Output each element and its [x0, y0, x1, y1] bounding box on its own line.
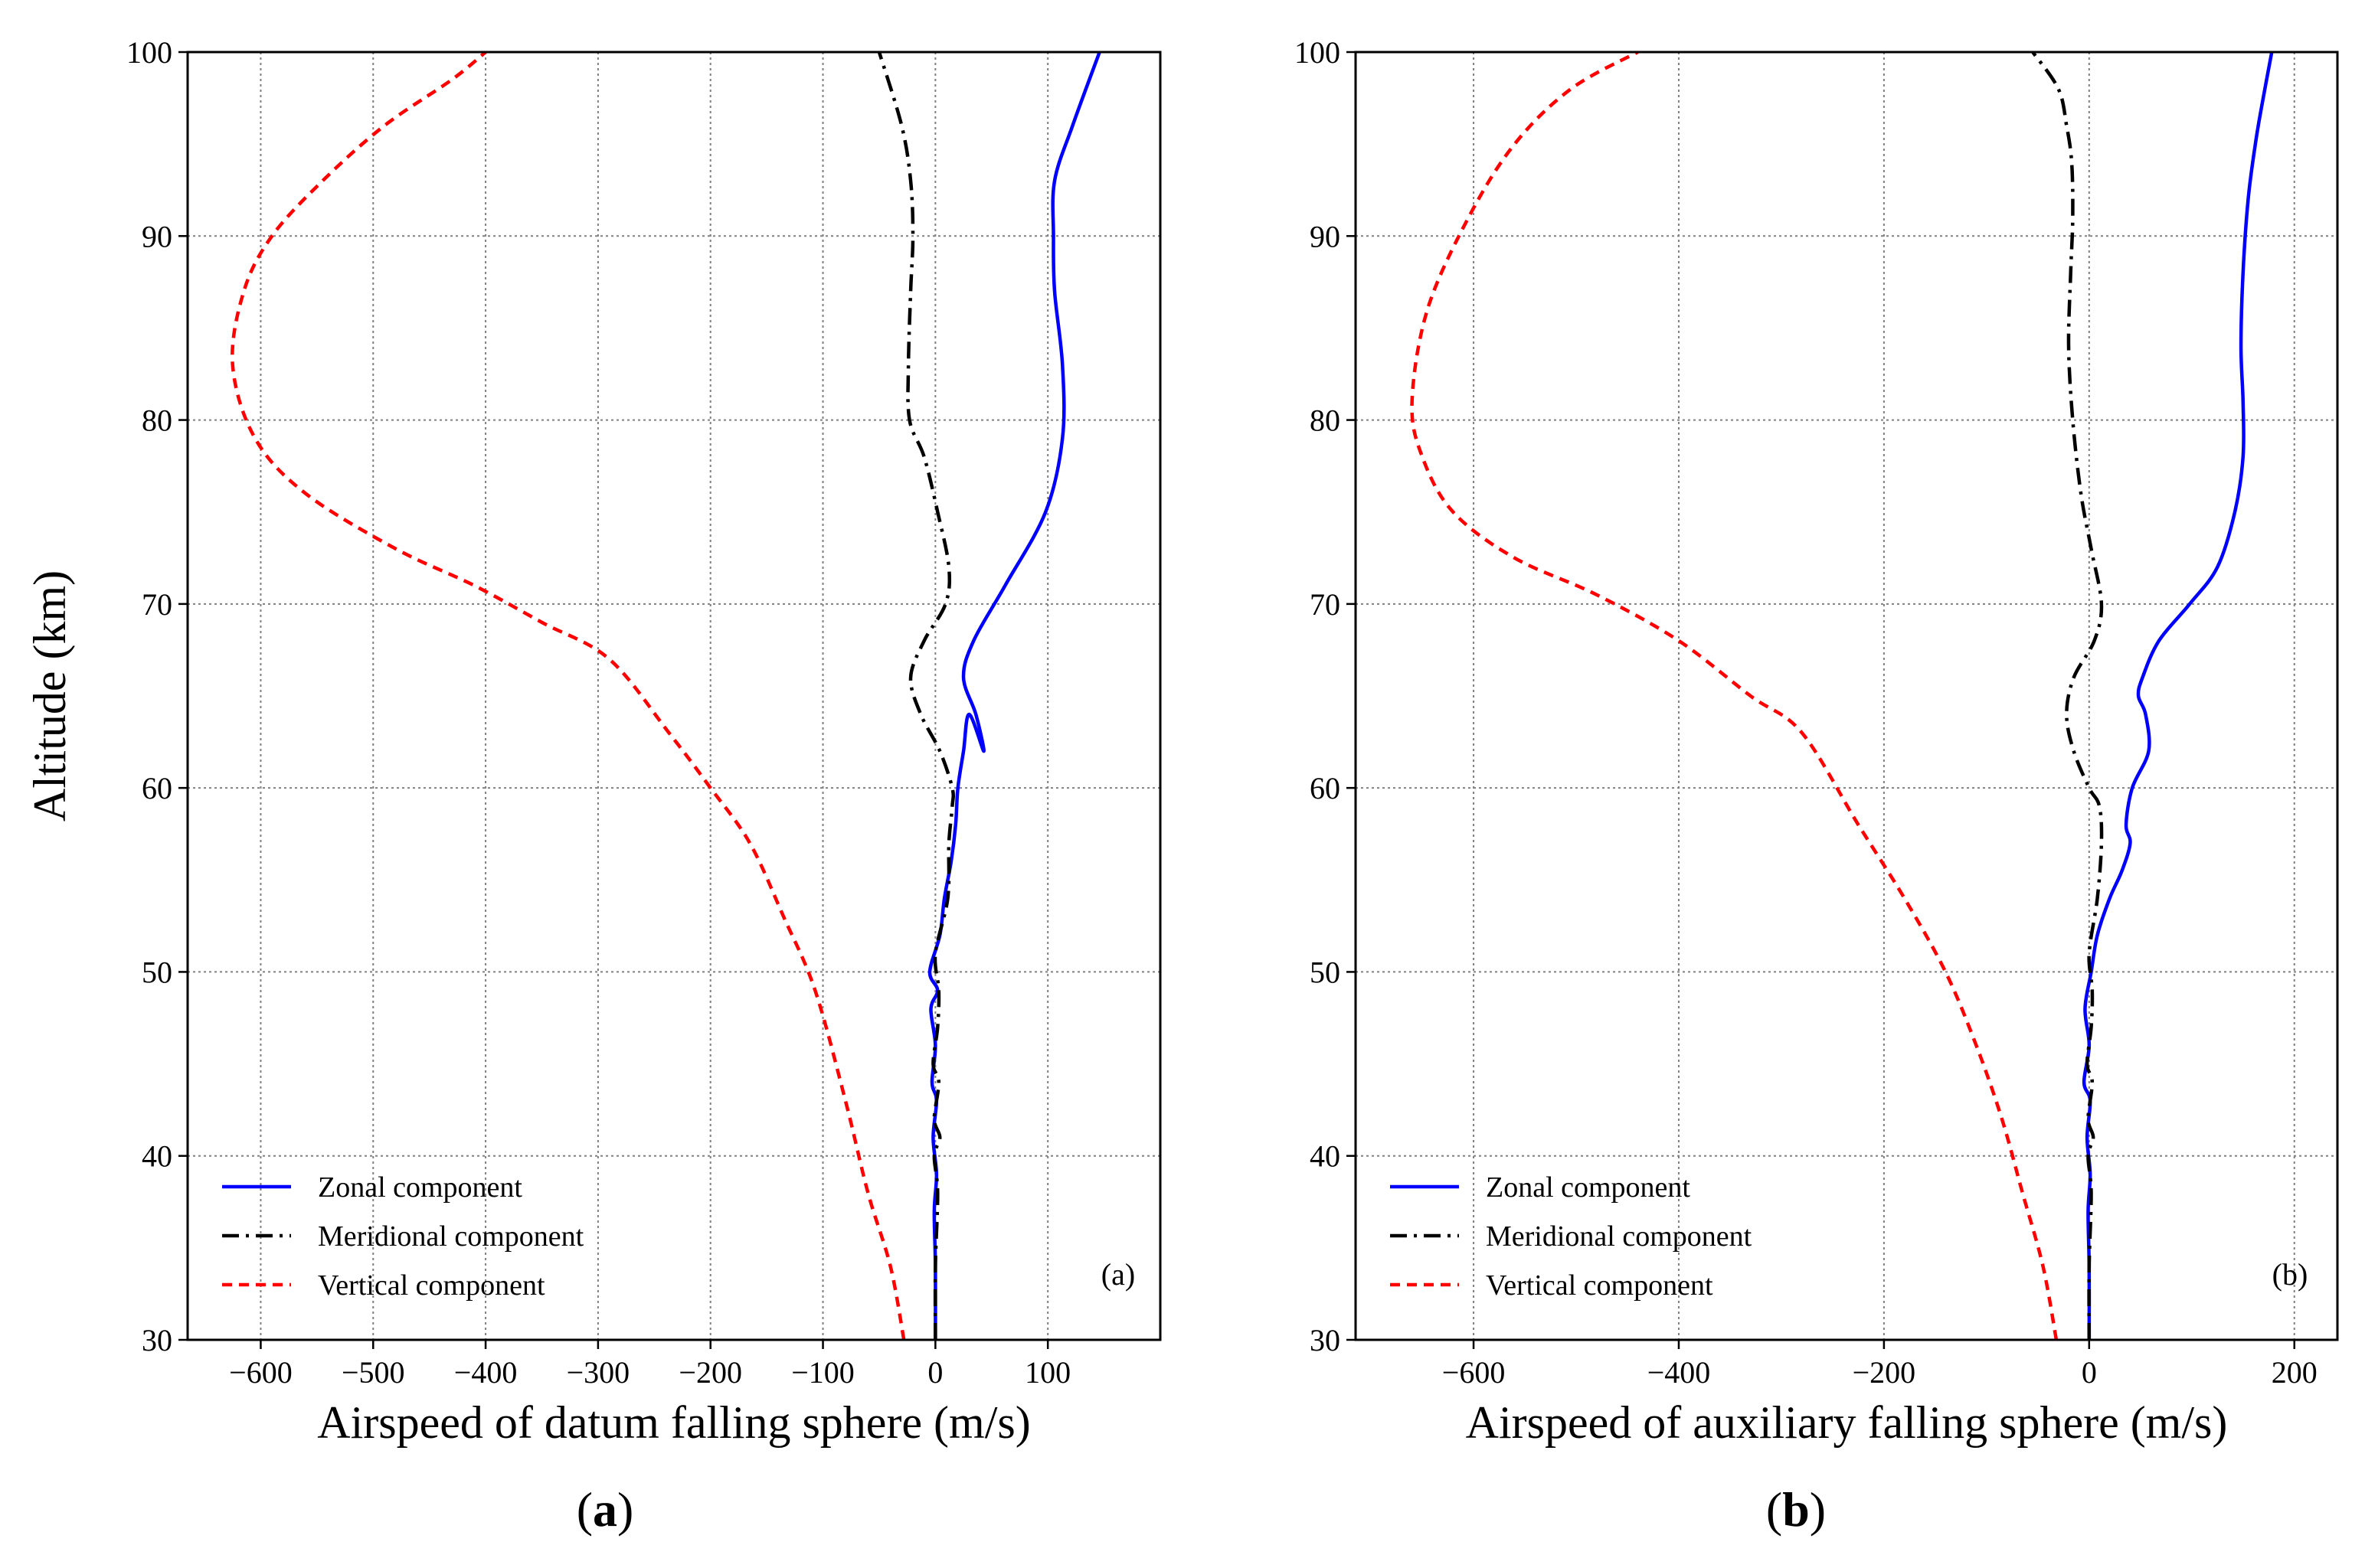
caption-a-open: ( [576, 1482, 593, 1537]
caption-a-letter: a [593, 1482, 617, 1537]
panel-a-xtick-label-5: −100 [791, 1355, 855, 1390]
panel-b-xtick-label-0: −600 [1442, 1355, 1506, 1390]
panel-b-legend-label-meridional: Meridional component [1486, 1220, 1752, 1253]
panel-a-ytick-label-2: 50 [142, 955, 172, 989]
caption-a: (a) [490, 1481, 720, 1538]
panel-b-legend-label-zonal: Zonal component [1486, 1171, 1690, 1204]
panel-a-chart: −600 −500 −400 −300 −200 −100 0 100 30 40 50 60 70 80… [25, 35, 1162, 1448]
panel-a-xtick-label-7: 100 [1025, 1355, 1071, 1390]
panel-a-axes-frame [186, 51, 1162, 1341]
panel-b-legend-label-vertical: Vertical component [1486, 1269, 1713, 1302]
panel-b-ytick-label-2: 50 [1310, 955, 1340, 989]
panel-b-xtick-label-2: −200 [1853, 1355, 1916, 1390]
panel-b-ytick-label-1: 40 [1310, 1139, 1340, 1174]
panel-b-vertical-line [1410, 52, 2059, 1340]
panel-b-tag: (b) [2272, 1257, 2308, 1292]
panel-a-ytick-label-5: 80 [142, 403, 172, 438]
panel-a-xtick-label-3: −300 [567, 1355, 630, 1390]
panel-b-xtick-label-1: −400 [1647, 1355, 1711, 1390]
panel-a-ylabel: Altitude (km) [25, 570, 75, 822]
panel-a-tag: (a) [1101, 1257, 1135, 1292]
panel-b-xtick-label-3: 0 [2082, 1355, 2097, 1390]
panel-b-xlabel: Airspeed of auxiliary falling sphere (m/… [1466, 1397, 2228, 1448]
panel-a-ytick-label-3: 60 [142, 771, 172, 805]
panel-b-xtick-label-4: 200 [2272, 1355, 2318, 1390]
panel-a-ytick-label-7: 100 [126, 35, 172, 70]
panel-b-ytick-label-4: 70 [1310, 587, 1340, 622]
panel-a-ytick-label-0: 30 [142, 1323, 172, 1357]
panel-a-xtick-label-6: 0 [927, 1355, 943, 1390]
panel-a-meridional-line [877, 52, 956, 1340]
panel-a-xtick-label-2: −400 [454, 1355, 518, 1390]
panel-b-chart: −600 −400 −200 0 200 30 40 50 60 70 80 90 100 Airspee… [1294, 35, 2339, 1448]
panel-b-ytick-label-0: 30 [1310, 1323, 1340, 1357]
caption-b-letter: b [1782, 1482, 1810, 1537]
panel-a-legend-label-meridional: Meridional component [318, 1220, 584, 1253]
caption-b-open: ( [1765, 1482, 1783, 1537]
panel-a-legend-label-zonal: Zonal component [318, 1171, 522, 1204]
panel-b-ytick-label-7: 100 [1294, 35, 1340, 70]
caption-a-close: ) [617, 1482, 634, 1537]
panel-a-xtick-label-1: −500 [342, 1355, 405, 1390]
panel-a-ytick-label-6: 90 [142, 219, 172, 253]
panel-a-xtick-label-0: −600 [229, 1355, 293, 1390]
panel-a-series-group [231, 52, 1101, 1340]
panel-a-zonal-line [927, 52, 1101, 1340]
panel-b-axes-frame [1354, 51, 2339, 1341]
panel-a-vertical-line [231, 52, 906, 1340]
panel-b-meridional-line [2031, 52, 2104, 1340]
panel-b-ytick-label-6: 90 [1310, 219, 1340, 253]
caption-b-close: ) [1809, 1482, 1827, 1537]
panel-b-series-group [1410, 52, 2274, 1340]
caption-b: (b) [1681, 1481, 1911, 1538]
panel-a-xtick-label-4: −200 [679, 1355, 742, 1390]
panel-a-xlabel: Airspeed of datum falling sphere (m/s) [317, 1397, 1030, 1448]
panel-a-legend-label-vertical: Vertical component [318, 1269, 545, 1302]
panel-b-ytick-label-5: 80 [1310, 403, 1340, 438]
panel-a-ytick-label-4: 70 [142, 587, 172, 622]
panel-a-ytick-label-1: 40 [142, 1139, 172, 1174]
panel-b-ytick-label-3: 60 [1310, 771, 1340, 805]
panel-b-zonal-line [2082, 52, 2274, 1340]
